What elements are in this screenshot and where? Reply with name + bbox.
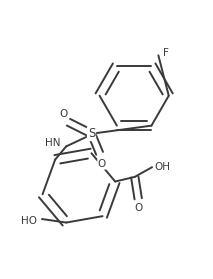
Text: O: O (134, 203, 142, 213)
Text: HN: HN (45, 138, 60, 148)
Text: F: F (163, 48, 169, 58)
Text: OH: OH (154, 162, 170, 172)
Text: O: O (60, 109, 68, 119)
Text: S: S (88, 127, 95, 140)
Text: HO: HO (21, 216, 37, 226)
Text: O: O (98, 159, 106, 169)
